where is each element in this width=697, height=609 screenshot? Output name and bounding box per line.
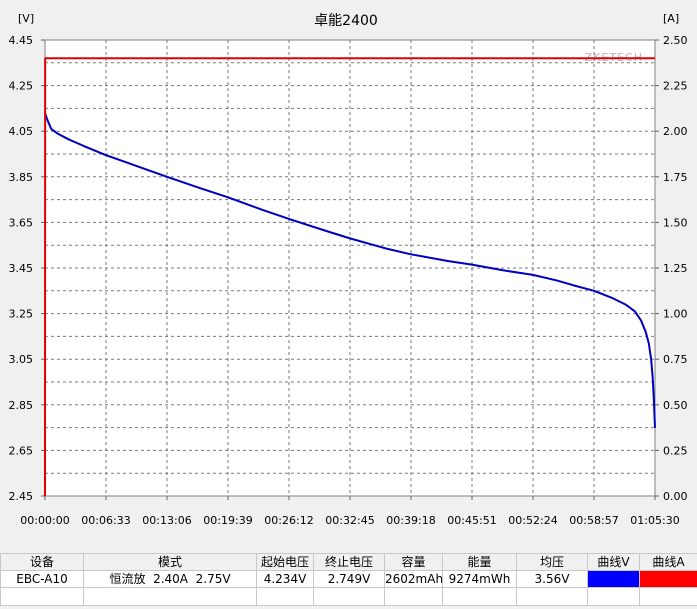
header-curve-v: 曲线V xyxy=(587,553,640,571)
empty-row xyxy=(0,587,697,606)
x-tick-label: 00:19:39 xyxy=(203,514,252,527)
header-device: 设备 xyxy=(0,553,84,571)
header-avg-voltage: 均压 xyxy=(516,553,588,571)
right-tick-label: 2.00 xyxy=(663,125,688,138)
left-tick-label: 3.65 xyxy=(9,216,34,229)
header-end-voltage: 终止电压 xyxy=(313,553,385,571)
current-series-line xyxy=(44,57,655,497)
x-tick-label: 01:05:30 xyxy=(630,514,679,527)
right-tick-label: 2.25 xyxy=(663,80,688,93)
header-capacity: 容量 xyxy=(384,553,443,571)
left-tick-label: 4.45 xyxy=(9,34,34,47)
left-tick-label: 3.05 xyxy=(9,353,34,366)
cell-capacity: 2602mAh xyxy=(384,570,443,588)
axis-tick-labels: 4.45 2.50 4.25 2.25 4.05 2.00 3.85 1.75 3.65 1.50… xyxy=(9,34,688,527)
right-tick-label: 0.00 xyxy=(663,490,688,503)
left-tick-label: 4.05 xyxy=(9,125,34,138)
cell-start-voltage: 4.234V xyxy=(256,570,314,588)
right-tick-label: 2.50 xyxy=(663,34,688,47)
cell-energy: 9274mWh xyxy=(442,570,517,588)
x-tick-label: 00:06:33 xyxy=(81,514,130,527)
left-tick-label: 4.25 xyxy=(9,80,34,93)
right-tick-label: 0.50 xyxy=(663,399,688,412)
header-start-voltage: 起始电压 xyxy=(256,553,314,571)
header-energy: 能量 xyxy=(442,553,517,571)
cell-device: EBC-A10 xyxy=(0,570,84,588)
left-tick-label: 3.25 xyxy=(9,308,34,321)
cell-avg-voltage: 3.56V xyxy=(516,570,588,588)
x-tick-label: 00:45:51 xyxy=(447,514,496,527)
x-tick-label: 00:26:12 xyxy=(264,514,313,527)
left-tick-label: 3.85 xyxy=(9,171,34,184)
header-curve-a: 曲线A xyxy=(639,553,697,571)
x-tick-label: 00:58:57 xyxy=(569,514,618,527)
left-axis-unit: [V] xyxy=(18,12,34,25)
cell-mode: 恒流放 2.40A 2.75V xyxy=(83,570,257,588)
chart-title: 卓能2400 xyxy=(314,13,378,29)
x-tick-label: 00:32:45 xyxy=(325,514,374,527)
series-lines xyxy=(44,57,656,497)
discharge-chart: 卓能2400 [V] [A] ZKETECH 4.45 2.504.25 2.254… xyxy=(8,12,688,527)
table-header-row: 设备 模式 起始电压 终止电压 容量 能量 均压 曲线V 曲线A xyxy=(0,553,697,571)
left-tick-label: 2.45 xyxy=(9,490,34,503)
summary-table: 设备 模式 起始电压 终止电压 容量 能量 均压 曲线V 曲线A EBC-A10… xyxy=(0,553,697,606)
curve-a-color-swatch[interactable] xyxy=(639,570,697,588)
left-tick-label: 3.45 xyxy=(9,262,34,275)
right-tick-label: 0.25 xyxy=(663,444,688,457)
left-tick-label: 2.65 xyxy=(9,444,34,457)
right-tick-label: 1.75 xyxy=(663,171,688,184)
grid-lines xyxy=(45,40,655,496)
right-tick-label: 1.00 xyxy=(663,308,688,321)
right-tick-label: 0.75 xyxy=(663,353,688,366)
left-tick-label: 2.85 xyxy=(9,399,34,412)
right-tick-label: 1.25 xyxy=(663,262,688,275)
table-row[interactable]: EBC-A10 恒流放 2.40A 2.75V 4.234V 2.749V 26… xyxy=(0,570,697,588)
cell-end-voltage: 2.749V xyxy=(313,570,385,588)
x-tick-label: 00:13:06 xyxy=(142,514,191,527)
header-mode: 模式 xyxy=(83,553,257,571)
voltage-series-line xyxy=(44,112,656,428)
x-tick-label: 00:52:24 xyxy=(508,514,557,527)
curve-v-color-swatch[interactable] xyxy=(587,570,640,588)
x-tick-label: 00:00:00 xyxy=(20,514,69,527)
x-tick-label: 00:39:18 xyxy=(386,514,435,527)
right-axis-unit: [A] xyxy=(663,12,679,25)
right-tick-label: 1.50 xyxy=(663,216,688,229)
